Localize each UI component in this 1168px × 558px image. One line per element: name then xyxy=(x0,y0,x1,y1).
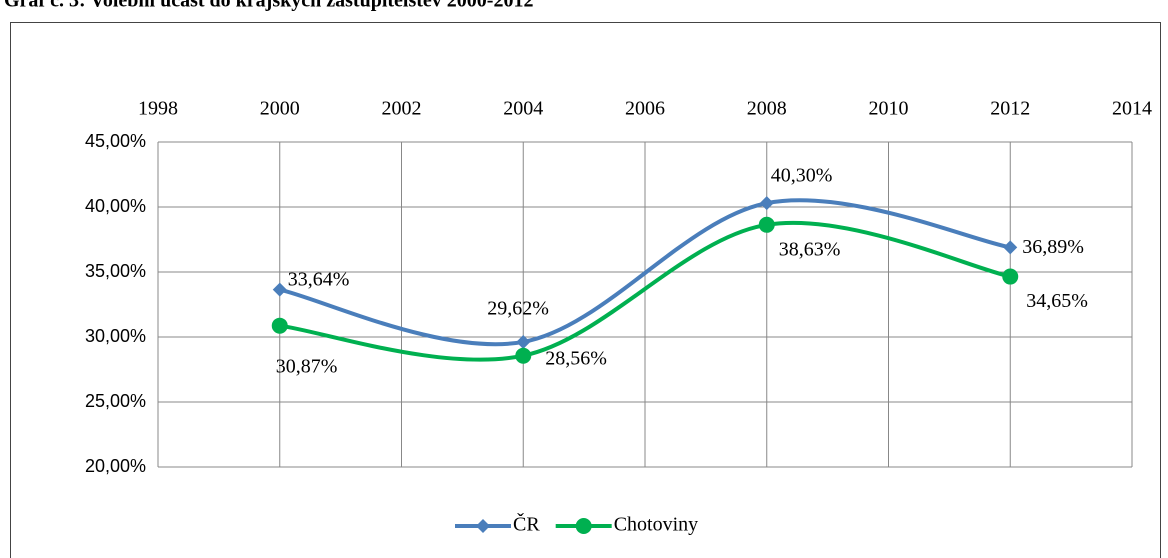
point-marker xyxy=(271,317,288,334)
chart-title: Graf č. 3: Volební účast do krajských za… xyxy=(4,0,533,12)
point-marker xyxy=(515,347,532,364)
series-line xyxy=(279,198,1011,347)
data-label: 29,62% xyxy=(487,298,549,320)
y-tick-label: 35,00% xyxy=(85,261,146,281)
legend-marker xyxy=(476,519,490,533)
data-label: 34,65% xyxy=(1026,290,1088,312)
x-tick-label: 2008 xyxy=(747,98,787,120)
data-label: 36,89% xyxy=(1022,236,1084,258)
data-label: 33,64% xyxy=(288,268,350,290)
point-marker xyxy=(272,282,287,297)
legend-marker xyxy=(575,518,592,534)
point-marker xyxy=(1003,240,1018,255)
x-tick-label: 2014 xyxy=(1112,98,1152,120)
x-tick-label: 2010 xyxy=(869,98,909,120)
y-tick-label: 30,00% xyxy=(85,326,146,346)
x-tick-label: 2004 xyxy=(503,98,543,120)
point-marker xyxy=(1002,268,1019,285)
data-label: 40,30% xyxy=(771,165,833,187)
x-tick-label: 2006 xyxy=(625,98,665,120)
y-tick-label: 45,00% xyxy=(85,131,146,151)
point-marker xyxy=(759,196,774,211)
point-marker xyxy=(758,216,775,233)
data-label: 38,63% xyxy=(779,238,841,260)
x-tick-label: 2002 xyxy=(382,98,422,120)
y-tick-label: 25,00% xyxy=(85,391,146,411)
legend-label: Chotoviny xyxy=(614,514,698,536)
y-tick-label: 20,00% xyxy=(85,456,146,476)
data-label: 30,87% xyxy=(276,355,338,377)
y-tick-label: 40,00% xyxy=(85,196,146,216)
x-tick-label: 2000 xyxy=(260,98,300,120)
series-line xyxy=(279,220,1011,362)
x-tick-label: 1998 xyxy=(138,98,178,120)
x-tick-label: 2012 xyxy=(990,98,1030,120)
data-label: 28,56% xyxy=(545,347,607,369)
chart-border xyxy=(10,22,1161,558)
legend-label: ČR xyxy=(513,512,540,536)
point-marker xyxy=(516,334,531,349)
